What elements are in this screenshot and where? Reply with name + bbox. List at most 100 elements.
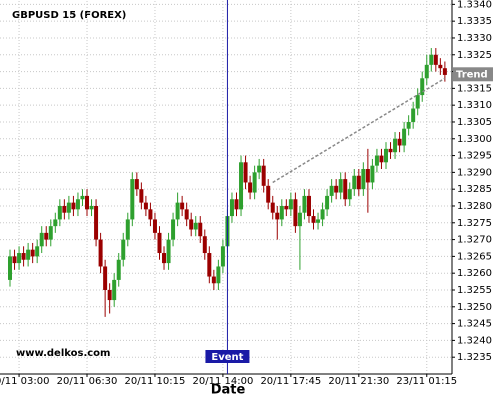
candle-body <box>261 165 266 186</box>
candle-body <box>442 68 447 75</box>
candle-body <box>275 212 280 220</box>
y-tick-label: 1.3265 <box>457 251 492 262</box>
candle-body <box>284 205 289 210</box>
candle-body <box>424 64 429 79</box>
y-tick-label: 1.3280 <box>457 201 492 212</box>
candle-body <box>148 209 153 220</box>
candle-body <box>433 54 438 65</box>
candle-body <box>302 195 307 213</box>
candle-body <box>112 279 117 301</box>
x-tick-label: 20/11 10:15 <box>125 376 186 387</box>
candle-body <box>338 179 343 193</box>
candle-body <box>293 199 298 227</box>
candle-body <box>85 195 90 210</box>
candle-body <box>8 256 12 280</box>
candle-body <box>406 121 411 129</box>
candle-body <box>53 219 58 227</box>
y-tick-label: 1.3260 <box>457 268 492 279</box>
y-tick-label: 1.3235 <box>457 352 492 363</box>
candle-body <box>320 209 325 220</box>
candle-body <box>329 185 334 196</box>
candle-body <box>288 199 293 210</box>
y-tick-label: 1.3250 <box>457 302 492 313</box>
candle-body <box>415 95 420 109</box>
y-tick-label: 1.3285 <box>457 184 492 195</box>
candle-body <box>44 232 49 240</box>
candle-body <box>103 266 108 290</box>
candle-body <box>388 148 393 153</box>
x-tick-label: 20/11 03:00 <box>0 376 49 387</box>
candle-body <box>311 216 316 223</box>
candle-body <box>211 276 216 284</box>
candle-body <box>207 253 212 277</box>
x-tick-label: 20/11 17:45 <box>260 376 321 387</box>
candle-body <box>139 189 144 203</box>
y-tick-label: 1.3275 <box>457 218 492 229</box>
y-tick-label: 1.3245 <box>457 319 492 330</box>
candle-body <box>39 232 44 247</box>
x-axis-label: Date <box>211 383 246 398</box>
candle-body <box>17 253 22 264</box>
y-tick-label: 1.3255 <box>457 285 492 296</box>
y-tick-label: 1.3300 <box>457 134 492 145</box>
candle-body <box>189 219 194 230</box>
candle-body <box>180 202 185 210</box>
candle-body <box>243 162 248 183</box>
candle-body <box>239 162 244 210</box>
y-tick-label: 1.3290 <box>457 167 492 178</box>
candle-body <box>134 179 139 190</box>
candle-body <box>347 189 352 200</box>
candle-body <box>184 209 189 220</box>
candle-body <box>397 138 402 146</box>
chart-title: GBPUSD 15 (FOREX) <box>12 10 126 21</box>
watermark: www.delkos.com <box>16 348 110 359</box>
candle-body <box>62 205 67 213</box>
candle-body <box>48 226 53 240</box>
y-tick-label: 1.3295 <box>457 151 492 162</box>
candle-body <box>26 249 31 260</box>
candle-body <box>175 202 180 220</box>
candle-body <box>257 165 262 173</box>
candle-body <box>125 219 130 240</box>
candle-body <box>356 175 361 190</box>
candle-body <box>279 205 284 220</box>
candle-body <box>171 219 176 240</box>
candle-body <box>361 169 366 190</box>
candle-body <box>130 179 135 220</box>
y-tick-label: 1.3325 <box>457 50 492 61</box>
candle-body <box>21 253 26 260</box>
event-label-box <box>205 350 250 363</box>
y-tick-label: 1.3315 <box>457 83 492 94</box>
candle-body <box>438 64 443 69</box>
candle-body <box>420 78 425 96</box>
candle-body <box>402 128 407 146</box>
y-tick-label: 1.3240 <box>457 335 492 346</box>
candle-body <box>325 195 330 210</box>
candle-body <box>66 202 71 213</box>
trend-label: Trend <box>456 69 488 80</box>
y-tick-label: 1.3270 <box>457 235 492 246</box>
candle-body <box>57 205 62 220</box>
candle-body <box>198 222 203 237</box>
trend-line <box>272 77 446 184</box>
x-tick-label: 20/11 14:00 <box>192 376 253 387</box>
candle-body <box>121 239 126 260</box>
candle-body <box>379 155 384 163</box>
candle-body <box>334 185 339 193</box>
candle-body <box>370 165 375 183</box>
candle-body <box>166 239 171 264</box>
candle-body <box>306 195 311 217</box>
candle-body <box>393 138 398 153</box>
candle-body <box>252 172 257 193</box>
candle-body <box>229 199 234 217</box>
candle-body <box>374 155 379 166</box>
y-tick-label: 1.3310 <box>457 100 492 111</box>
trend-label-box <box>453 67 493 82</box>
candle-body <box>429 54 434 65</box>
candle-body <box>411 108 416 122</box>
candle-body <box>248 182 253 193</box>
candle-body <box>152 219 157 233</box>
x-tick-label: 20/11 21:30 <box>328 376 389 387</box>
y-tick-label: 1.3335 <box>457 16 492 27</box>
